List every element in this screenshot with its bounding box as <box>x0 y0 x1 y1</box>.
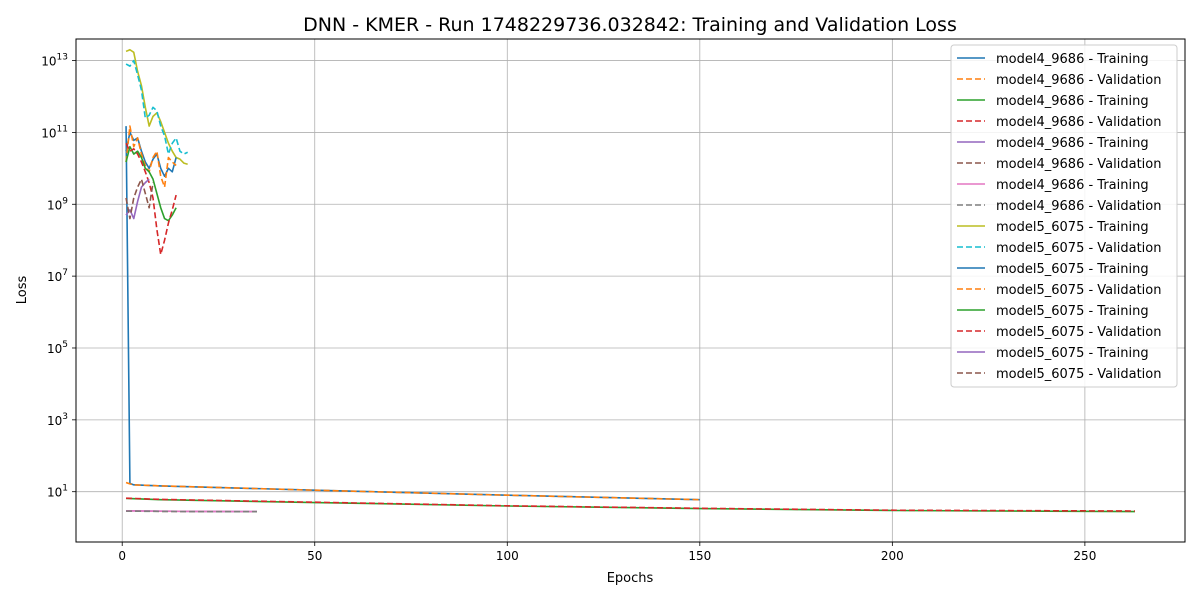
x-axis-label: Epochs <box>607 571 654 586</box>
series-line-15 <box>125 178 150 220</box>
x-tick-label: 0 <box>118 549 126 563</box>
legend-label: model4_9686 - Training <box>996 52 1149 67</box>
legend-label: model5_6075 - Training <box>996 262 1149 277</box>
series-line-13 <box>125 145 177 222</box>
series-line-12 <box>125 125 177 188</box>
legend-label: model4_9686 - Validation <box>996 73 1161 88</box>
y-tick-label: 103 <box>47 412 68 428</box>
legend-box <box>950 44 1178 388</box>
series-line-2 <box>125 481 700 501</box>
legend-label: model4_9686 - Training <box>996 178 1149 193</box>
legend-label: model5_6075 - Validation <box>996 367 1161 382</box>
y-axis-label: Loss <box>15 276 30 305</box>
x-tick-label: 250 <box>1073 549 1096 563</box>
x-tick-label: 50 <box>307 549 322 563</box>
legend-label: model5_6075 - Training <box>996 346 1149 361</box>
series-line-16 <box>125 178 154 220</box>
legend-label: model5_6075 - Validation <box>996 325 1161 340</box>
x-tick-label: 150 <box>688 549 711 563</box>
legend-label: model4_9686 - Training <box>996 136 1149 151</box>
legend-label: model4_9686 - Validation <box>996 157 1161 172</box>
chart-title: DNN - KMER - Run 1748229736.032842: Trai… <box>303 14 957 36</box>
legend-label: model5_6075 - Validation <box>996 283 1161 298</box>
legend-label: model4_9686 - Validation <box>996 199 1161 214</box>
x-tick-label: 100 <box>496 549 519 563</box>
legend-label: model4_9686 - Training <box>996 94 1149 109</box>
series-line-4 <box>126 497 1135 512</box>
legend-label: model5_6075 - Validation <box>996 241 1161 256</box>
legend-label: model5_6075 - Training <box>996 220 1149 235</box>
legend-label: model5_6075 - Training <box>996 304 1149 319</box>
plot-frame <box>75 38 1186 543</box>
series-line-10 <box>125 59 189 155</box>
series-line-8 <box>126 510 257 513</box>
plot-area <box>125 48 1135 513</box>
legend: model4_9686 - Training model4_9686 - Vali… <box>950 44 1178 388</box>
axes: 0 50 100 150 200 250 101 103 105 107 109 1011 1013 <box>41 53 1096 563</box>
y-tick-label: 1013 <box>41 53 68 69</box>
y-tick-label: 105 <box>47 340 68 356</box>
y-tick-label: 101 <box>47 484 68 500</box>
y-tick-label: 109 <box>47 196 68 212</box>
legend-label: model4_9686 - Validation <box>996 115 1161 130</box>
y-tick-label: 107 <box>47 268 68 284</box>
x-tick-label: 200 <box>881 549 904 563</box>
y-tick-label: 1011 <box>41 124 68 140</box>
